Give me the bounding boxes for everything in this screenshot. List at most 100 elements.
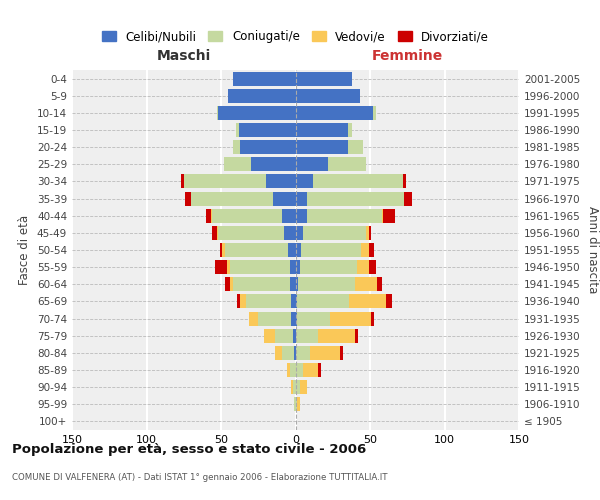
- Bar: [238, 294, 241, 308]
- Bar: [275, 346, 282, 360]
- Bar: [220, 243, 223, 257]
- Bar: [250, 312, 258, 326]
- Bar: [218, 106, 296, 120]
- Bar: [241, 140, 296, 154]
- Bar: [217, 226, 218, 240]
- Legend: Celibi/Nubili, Coniugati/e, Vedovi/e, Divorziati/e: Celibi/Nubili, Coniugati/e, Vedovi/e, Di…: [97, 26, 494, 48]
- Bar: [296, 158, 328, 172]
- Bar: [328, 158, 365, 172]
- Bar: [301, 243, 361, 257]
- Bar: [184, 174, 266, 188]
- Bar: [230, 260, 290, 274]
- Bar: [296, 208, 307, 222]
- Bar: [307, 208, 382, 222]
- Bar: [206, 208, 211, 222]
- Bar: [356, 260, 368, 274]
- Bar: [227, 260, 230, 274]
- Bar: [241, 294, 247, 308]
- Bar: [368, 226, 371, 240]
- Bar: [296, 398, 297, 411]
- Bar: [361, 243, 368, 257]
- Bar: [296, 278, 298, 291]
- Bar: [296, 174, 313, 188]
- Bar: [282, 346, 294, 360]
- Bar: [212, 226, 217, 240]
- Bar: [365, 226, 368, 240]
- Bar: [404, 192, 412, 205]
- Bar: [282, 208, 296, 222]
- Bar: [368, 243, 374, 257]
- Bar: [284, 226, 296, 240]
- Bar: [296, 123, 347, 137]
- Bar: [217, 106, 218, 120]
- Text: Popolazione per età, sesso e stato civile - 2006: Popolazione per età, sesso e stato civil…: [12, 442, 366, 456]
- Bar: [318, 328, 355, 342]
- Bar: [296, 140, 347, 154]
- Bar: [298, 278, 355, 291]
- Bar: [371, 312, 374, 326]
- Y-axis label: Fasce di età: Fasce di età: [19, 215, 31, 285]
- Bar: [218, 226, 284, 240]
- Bar: [290, 260, 296, 274]
- Text: Maschi: Maschi: [157, 49, 211, 63]
- Bar: [293, 328, 296, 342]
- Bar: [349, 294, 386, 308]
- Bar: [185, 192, 191, 205]
- Bar: [291, 312, 296, 326]
- Bar: [297, 398, 300, 411]
- Bar: [251, 158, 296, 172]
- Bar: [275, 328, 293, 342]
- Bar: [296, 260, 300, 274]
- Bar: [215, 260, 227, 274]
- Bar: [233, 140, 241, 154]
- Bar: [247, 294, 291, 308]
- Bar: [296, 294, 297, 308]
- Bar: [229, 88, 296, 102]
- Bar: [239, 123, 296, 137]
- Bar: [191, 192, 273, 205]
- Bar: [230, 278, 233, 291]
- Y-axis label: Anni di nascita: Anni di nascita: [586, 206, 599, 294]
- Bar: [293, 380, 296, 394]
- Bar: [318, 363, 321, 377]
- Bar: [303, 226, 365, 240]
- Bar: [340, 346, 343, 360]
- Bar: [264, 328, 275, 342]
- Bar: [296, 363, 303, 377]
- Bar: [310, 346, 340, 360]
- Bar: [386, 294, 392, 308]
- Bar: [347, 140, 362, 154]
- Bar: [307, 192, 404, 205]
- Bar: [233, 278, 290, 291]
- Text: Femmine: Femmine: [371, 49, 443, 63]
- Bar: [212, 208, 282, 222]
- Bar: [355, 278, 377, 291]
- Bar: [296, 106, 373, 120]
- Bar: [291, 380, 293, 394]
- Bar: [296, 243, 301, 257]
- Bar: [347, 123, 352, 137]
- Bar: [294, 398, 296, 411]
- Bar: [382, 208, 383, 222]
- Bar: [297, 294, 349, 308]
- Bar: [313, 174, 403, 188]
- Bar: [273, 192, 296, 205]
- Bar: [236, 123, 239, 137]
- Bar: [403, 174, 406, 188]
- Bar: [296, 346, 310, 360]
- Bar: [303, 363, 318, 377]
- Bar: [355, 328, 358, 342]
- Bar: [377, 278, 382, 291]
- Bar: [258, 312, 291, 326]
- Bar: [290, 278, 296, 291]
- Bar: [296, 226, 303, 240]
- Bar: [383, 208, 395, 222]
- Bar: [368, 260, 376, 274]
- Bar: [373, 106, 376, 120]
- Bar: [300, 380, 307, 394]
- Bar: [296, 380, 300, 394]
- Bar: [226, 243, 288, 257]
- Bar: [224, 158, 251, 172]
- Bar: [296, 192, 307, 205]
- Bar: [287, 363, 290, 377]
